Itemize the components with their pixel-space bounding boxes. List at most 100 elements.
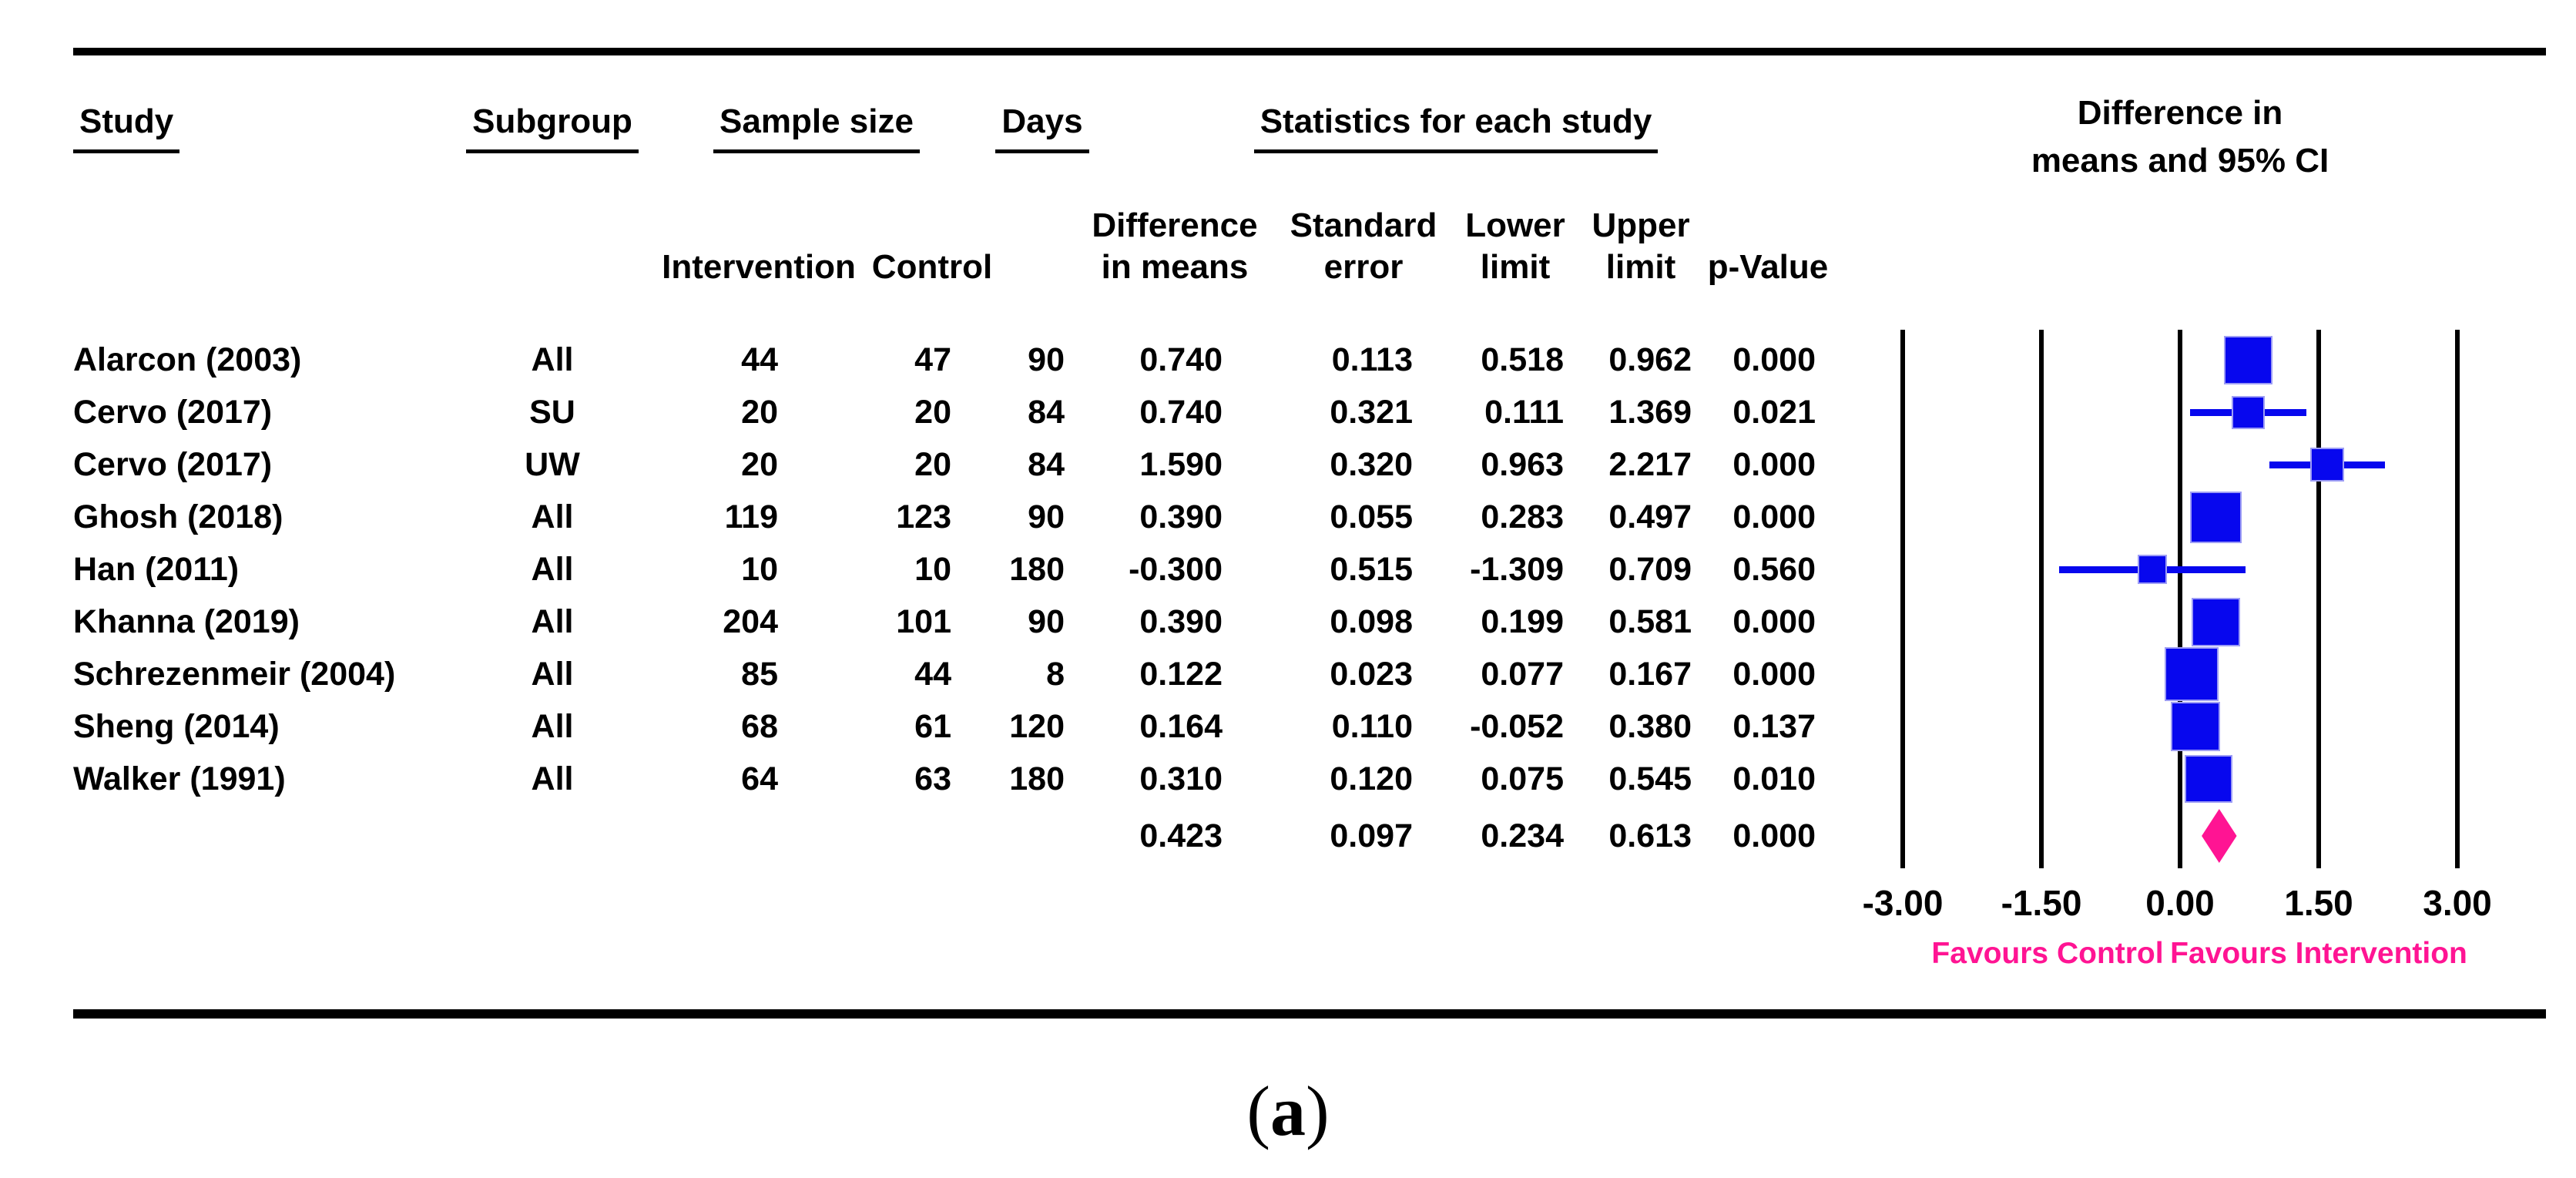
- header-subgroup: Subgroup: [456, 102, 649, 153]
- gridline: [1900, 330, 1905, 868]
- cell-p: 0.000: [1732, 446, 1816, 483]
- header-statistics-label: Statistics for each study: [1253, 102, 1659, 153]
- cell-upper: 0.545: [1608, 760, 1692, 797]
- cell-lower: 0.199: [1481, 603, 1564, 640]
- plot-title-line1: Difference in: [2077, 94, 2283, 132]
- cell-diff: 0.122: [1139, 656, 1223, 693]
- cell-diff: 1.590: [1139, 446, 1223, 483]
- cell-p: 0.000: [1732, 603, 1816, 640]
- cell-n_control: 63: [914, 760, 951, 797]
- cell-n_intervention: 64: [741, 760, 778, 797]
- axis-tick-label: 1.50: [2284, 883, 2353, 923]
- cell-diff: 0.390: [1139, 603, 1223, 640]
- cell-n_intervention: 10: [741, 551, 778, 588]
- cell-n_intervention: 204: [723, 603, 778, 640]
- cell-days: 90: [1028, 603, 1065, 640]
- cell-study: Schrezenmeir (2004): [73, 656, 396, 693]
- forest-square: [2185, 755, 2233, 803]
- cell-lower: 0.518: [1481, 341, 1564, 378]
- axis-tick-label: 0.00: [2145, 883, 2215, 923]
- cell-p: 0.000: [1732, 656, 1816, 693]
- cell-p: 0.000: [1732, 498, 1816, 535]
- cell-se: 0.113: [1331, 341, 1413, 378]
- axis-tick-label: 3.00: [2423, 883, 2492, 923]
- forest-square: [2232, 395, 2266, 429]
- summary-upper-limit: 0.613: [1608, 817, 1692, 854]
- cell-subgroup: All: [531, 760, 574, 797]
- cell-diff: 0.390: [1139, 498, 1223, 535]
- cell-se: 0.055: [1330, 498, 1413, 535]
- header-subgroup-label: Subgroup: [466, 102, 639, 153]
- cell-p: 0.560: [1732, 551, 1816, 588]
- cell-days: 84: [1028, 446, 1065, 483]
- gridline: [2455, 330, 2460, 868]
- cell-diff: 0.740: [1139, 341, 1223, 378]
- cell-n_control: 61: [914, 708, 951, 745]
- header-statistics: Statistics for each study: [1225, 102, 1687, 153]
- forest-square: [2309, 448, 2344, 482]
- cell-n_intervention: 44: [741, 341, 778, 378]
- cell-n_control: 20: [914, 446, 951, 483]
- subheader-difference: Difference: [1092, 206, 1258, 244]
- caption-close-paren: ): [1306, 1072, 1330, 1150]
- cell-upper: 2.217: [1608, 446, 1692, 483]
- cell-study: Ghosh (2018): [73, 498, 283, 535]
- study-row: Cervo (2017) SU 20 20 84 0.740 0.321 0.111 1.369…: [0, 386, 2576, 438]
- cell-se: 0.321: [1330, 394, 1413, 431]
- caption-open-paren: (: [1246, 1072, 1270, 1150]
- cell-upper: 0.497: [1608, 498, 1692, 535]
- subheader-lower: Lower: [1465, 206, 1565, 244]
- header-sample-size: Sample size: [682, 102, 951, 153]
- cell-days: 180: [1009, 551, 1065, 588]
- cell-subgroup: All: [531, 498, 574, 535]
- forest-square: [2192, 597, 2241, 646]
- cell-lower: 0.963: [1481, 446, 1564, 483]
- cell-subgroup: All: [531, 341, 574, 378]
- cell-n_control: 20: [914, 394, 951, 431]
- cell-n_intervention: 68: [741, 708, 778, 745]
- cell-n_control: 47: [914, 341, 951, 378]
- gridline: [2039, 330, 2044, 868]
- cell-se: 0.110: [1331, 708, 1413, 745]
- cell-upper: 0.962: [1608, 341, 1692, 378]
- bottom-rule: [73, 1009, 2546, 1019]
- summary-p-value: 0.000: [1732, 817, 1816, 854]
- header-study: Study: [73, 102, 535, 153]
- study-row: Walker (1991) All 64 63 180 0.310 0.120 0.075 0.…: [0, 753, 2576, 805]
- cell-days: 90: [1028, 498, 1065, 535]
- cell-diff: 0.740: [1139, 394, 1223, 431]
- cell-subgroup: All: [531, 551, 574, 588]
- caption-letter: a: [1270, 1072, 1306, 1150]
- cell-diff: -0.300: [1129, 551, 1223, 588]
- cell-se: 0.320: [1330, 446, 1413, 483]
- header-days-label: Days: [995, 102, 1089, 153]
- cell-lower: 0.075: [1481, 760, 1564, 797]
- cell-p: 0.000: [1732, 341, 1816, 378]
- cell-study: Khanna (2019): [73, 603, 300, 640]
- cell-days: 8: [1046, 656, 1065, 693]
- study-row: Alarcon (2003) All 44 47 90 0.740 0.113 0.518 0.…: [0, 334, 2576, 386]
- forest-square: [2164, 647, 2219, 701]
- subheader-control: Control: [871, 248, 993, 286]
- cell-n_intervention: 85: [741, 656, 778, 693]
- summary-diff-in-means: 0.423: [1139, 817, 1223, 854]
- favours-control-label: Favours Control: [1931, 937, 2164, 970]
- cell-study: Cervo (2017): [73, 446, 273, 483]
- axis-tick-label: -3.00: [1862, 883, 1944, 923]
- cell-study: Sheng (2014): [73, 708, 280, 745]
- study-row: Sheng (2014) All 68 61 120 0.164 0.110 -0.052 0.…: [0, 700, 2576, 753]
- forest-square: [2190, 491, 2242, 543]
- header-days: Days: [965, 102, 1119, 153]
- cell-lower: 0.111: [1484, 394, 1564, 431]
- cell-upper: 1.369: [1608, 394, 1692, 431]
- subheader-upper-limit: limit: [1605, 248, 1676, 286]
- favours-intervention-label: Favours Intervention: [2170, 937, 2467, 970]
- summary-row: 0.423 0.097 0.234 0.613 0.000: [0, 810, 2576, 862]
- study-row: Khanna (2019) All 204 101 90 0.390 0.098 0.199 0…: [0, 596, 2576, 648]
- cell-se: 0.515: [1330, 551, 1413, 588]
- cell-n_intervention: 20: [741, 394, 778, 431]
- cell-n_control: 44: [914, 656, 951, 693]
- forest-square: [2170, 702, 2220, 751]
- figure-caption: (a): [0, 1072, 2576, 1149]
- cell-p: 0.010: [1732, 760, 1816, 797]
